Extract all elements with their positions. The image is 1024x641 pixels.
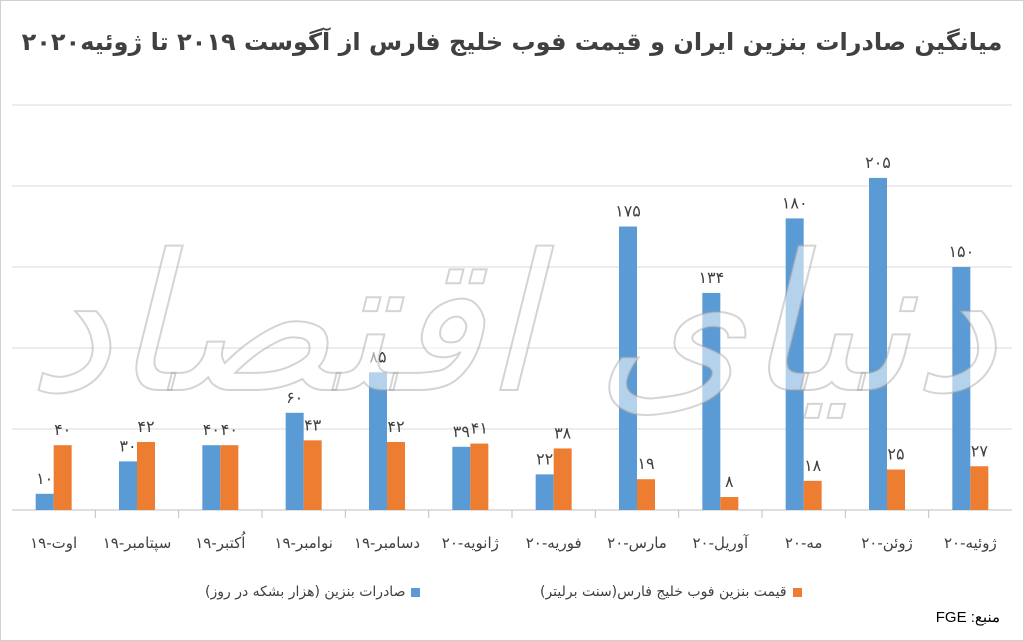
- x-tick-label: اوت-۱۹: [30, 534, 77, 552]
- bar-price: [303, 440, 322, 510]
- data-label-price: ۴۱: [471, 419, 488, 438]
- data-label-exports: ۳۹: [453, 422, 470, 441]
- data-label-price: ۴۰: [221, 420, 238, 439]
- bar-price: [387, 441, 405, 510]
- data-label-price: ۱۹: [637, 454, 654, 473]
- legend-label: قیمت بنزین فوب خلیج فارس(سنت برلیتر): [540, 584, 787, 600]
- data-label-price: ۲۵: [887, 445, 904, 464]
- bar-exports: [785, 218, 804, 510]
- bar-exports: [535, 474, 554, 510]
- bar-price: [220, 445, 239, 510]
- data-label-exports: ۴۰: [203, 420, 220, 439]
- x-tick-label: اُکتبر-۱۹: [195, 532, 245, 552]
- x-tick-label: سپتامبر-۱۹: [103, 534, 172, 553]
- data-label-price: ۴۲: [387, 417, 404, 436]
- data-label-price: ۲۷: [971, 441, 989, 460]
- x-tick-label: مه-۲۰: [785, 534, 823, 552]
- x-tick-label: مارس-۲۰: [607, 534, 667, 552]
- data-label-exports: ۱۳۴: [698, 268, 724, 287]
- legend: قیمت بنزین فوب خلیج فارس(سنت برلیتر) صادر…: [0, 584, 1024, 608]
- bar-price: [553, 448, 572, 510]
- data-label-exports: ۸۵: [369, 347, 386, 366]
- x-tick-label: فوریه-۲۰: [526, 534, 582, 552]
- bar-price: [803, 480, 822, 510]
- data-label-price: ۴۰: [54, 420, 71, 439]
- legend-label: صادرات بنزین (هزار بشکه در روز): [205, 584, 406, 600]
- bar-exports: [702, 292, 721, 510]
- bar-exports: [202, 445, 221, 510]
- legend-item: صادرات بنزین (هزار بشکه در روز): [205, 584, 421, 600]
- data-label-price: ۸: [725, 472, 734, 491]
- bar-exports: [119, 461, 137, 510]
- data-label-price: ۳۸: [554, 423, 572, 442]
- data-label-exports: ۱۵۰: [948, 242, 974, 261]
- chart-title: میانگین صادرات بنزین ایران و قیمت فوب خل…: [21, 28, 1003, 56]
- legend-swatch: [792, 587, 802, 597]
- data-label-exports: ۳۰: [119, 436, 136, 455]
- data-label-exports: ۱۸۰: [782, 193, 808, 212]
- data-label-exports: ۱۰: [36, 469, 53, 488]
- bar-price: [887, 469, 905, 510]
- legend-item: قیمت بنزین فوب خلیج فارس(سنت برلیتر): [540, 584, 802, 600]
- legend-swatch: [411, 587, 421, 597]
- watermark-logo: دنیای اقتصاد: [27, 214, 997, 435]
- x-tick-label: ژوئیه-۲۰: [944, 534, 997, 552]
- data-label-exports: ۲۲: [536, 449, 553, 468]
- bar-price: [637, 479, 655, 510]
- data-label-price: ۱۸: [804, 456, 822, 475]
- bar-price: [720, 497, 739, 510]
- bar-exports: [369, 372, 387, 510]
- x-tick-label: آوریل-۲۰: [692, 534, 749, 552]
- bar-exports: [952, 267, 971, 510]
- x-tick-label: ژوئن-۲۰: [861, 534, 913, 552]
- bar-price: [470, 443, 489, 510]
- bar-exports: [619, 226, 637, 510]
- bar-price: [53, 445, 72, 510]
- data-label-exports: ۱۷۵: [615, 202, 641, 221]
- data-label-exports: ۶۰: [286, 388, 303, 407]
- data-label-exports: ۲۰۵: [865, 153, 891, 172]
- bar-exports: [452, 446, 471, 510]
- bar-price: [970, 466, 989, 510]
- data-label-price: ۴۳: [304, 415, 322, 434]
- source-label: منبع: FGE: [935, 609, 1000, 626]
- x-tick-label: ژانویه-۲۰: [442, 534, 499, 552]
- x-tick-label: دسامبر-۱۹: [354, 534, 420, 552]
- bar-exports: [869, 177, 887, 510]
- bar-exports: [285, 412, 304, 510]
- x-tick-label: نوامبر-۱۹: [274, 534, 332, 552]
- bar-exports: [35, 493, 54, 510]
- bar-price: [137, 441, 155, 510]
- data-label-price: ۴۲: [137, 417, 154, 436]
